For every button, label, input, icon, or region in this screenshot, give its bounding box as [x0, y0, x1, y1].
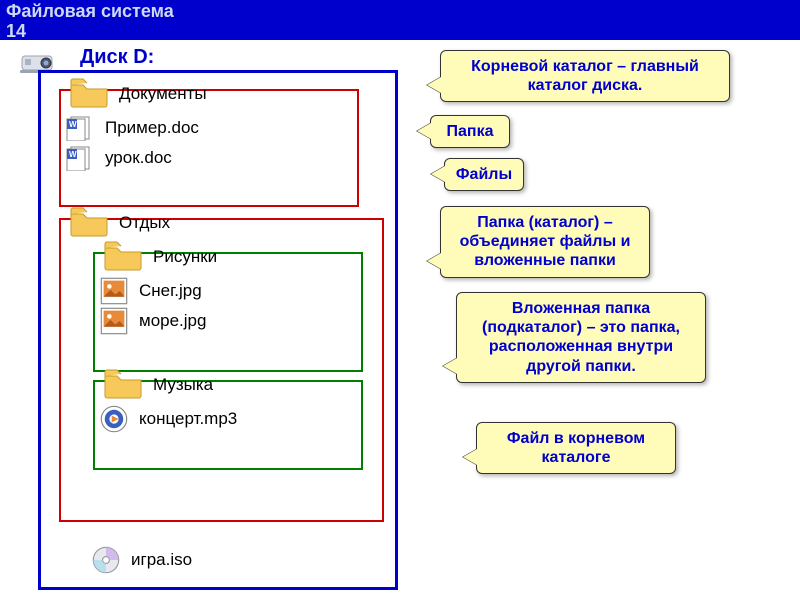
folder-icon [69, 204, 109, 238]
root-catalog-box: Документы W Пример.doc W урок.doc [38, 70, 398, 590]
word-doc-icon: W [65, 145, 95, 171]
image-icon [99, 278, 129, 304]
callout-root-catalog: Корневой каталог – главный каталог диска… [440, 50, 730, 102]
callout-tail-icon [443, 358, 457, 374]
header-subtitle: 14 [6, 22, 794, 42]
folder-risunki: Рисунки [103, 240, 353, 274]
callout-tail-icon [431, 166, 445, 182]
folder-otdyh: Отдых [69, 206, 374, 240]
file-primer-doc: W Пример.doc [65, 115, 349, 141]
callout-text: Вложенная папка (подкаталог) – это папка… [482, 300, 680, 375]
folder-label: Музыка [153, 375, 213, 395]
file-label: урок.doc [105, 148, 172, 168]
callout-folder-desc: Папка (каталог) – объединяет файлы и вло… [440, 206, 650, 278]
folder-icon [103, 238, 143, 272]
callout-tail-icon [427, 77, 441, 93]
callout-folder: Папка [430, 115, 510, 148]
callout-subfolder: Вложенная папка (подкаталог) – это папка… [456, 292, 706, 383]
file-label: море.jpg [139, 311, 206, 331]
folder-label: Рисунки [153, 247, 217, 267]
callout-tail-icon [417, 123, 431, 139]
file-urok-doc: W урок.doc [65, 145, 349, 171]
word-doc-icon: W [65, 115, 95, 141]
image-icon [99, 308, 129, 334]
folder-icon [103, 366, 143, 400]
callout-tail-icon [427, 253, 441, 269]
callout-text: Папка [447, 123, 494, 140]
media-icon [99, 406, 129, 432]
folder-documents: Документы [69, 77, 349, 111]
header-title: Файловая система [6, 2, 794, 22]
callout-text: Папка (каталог) – объединяет файлы и вло… [460, 214, 631, 269]
file-label: Снег.jpg [139, 281, 202, 301]
file-label: игра.iso [131, 550, 192, 570]
callout-text: Файл в корневом каталоге [507, 430, 645, 466]
callout-text: Файлы [456, 166, 512, 183]
callout-text: Корневой каталог – главный каталог диска… [471, 58, 699, 94]
folder-risunki-box: Рисунки Снег.jpg море.jpg [93, 252, 363, 372]
header: Файловая система 14 [0, 0, 800, 40]
file-more-jpg: море.jpg [99, 308, 353, 334]
callout-tail-icon [463, 449, 477, 465]
file-label: концерт.mp3 [139, 409, 237, 429]
callout-root-file: Файл в корневом каталоге [476, 422, 676, 474]
disc-icon [91, 547, 121, 573]
callout-files: Файлы [444, 158, 524, 191]
folder-label: Документы [119, 84, 207, 104]
folder-muzyka: Музыка [103, 368, 353, 402]
file-igra-iso: игра.iso [91, 547, 192, 573]
file-sneg-jpg: Снег.jpg [99, 278, 353, 304]
folder-documents-box: Документы W Пример.doc W урок.doc [59, 89, 359, 207]
svg-text:W: W [69, 120, 77, 129]
folder-icon [69, 75, 109, 109]
folder-label: Отдых [119, 213, 170, 233]
folder-otdyh-box: Отдых Рисунки Снег.jpg [59, 218, 384, 522]
folder-muzyka-box: Музыка концерт.mp3 [93, 380, 363, 470]
main: Диск D: Документы W Пример.doc W урок. [0, 40, 800, 600]
svg-text:W: W [69, 150, 77, 159]
file-label: Пример.doc [105, 118, 199, 138]
file-koncert-mp3: концерт.mp3 [99, 406, 353, 432]
disk-label: Диск D: [80, 46, 154, 69]
